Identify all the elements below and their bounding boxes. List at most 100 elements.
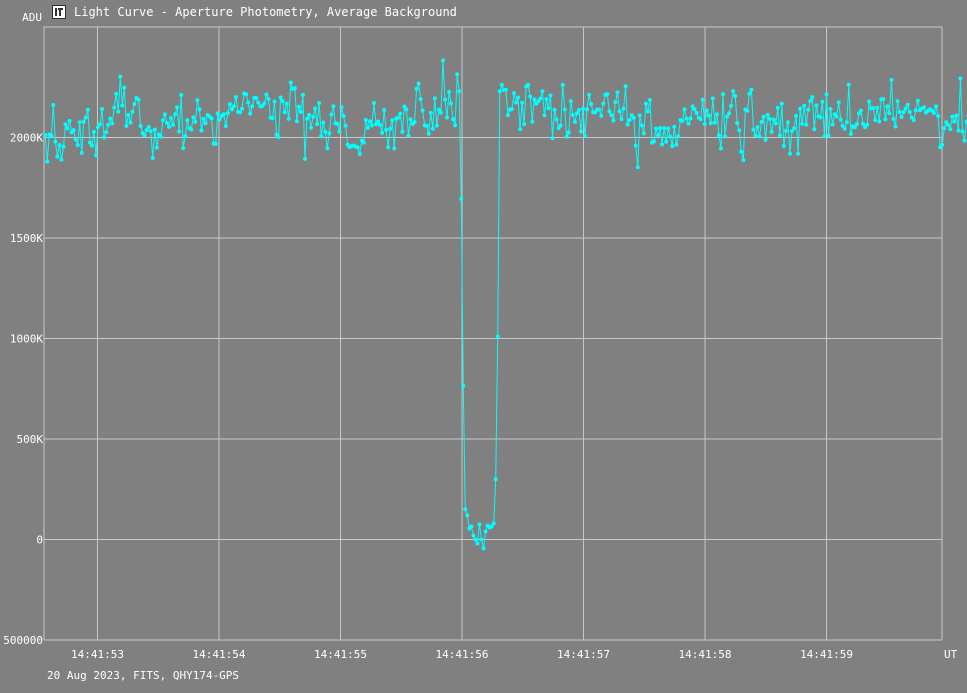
data-point (913, 108, 918, 113)
data-point (152, 127, 157, 132)
x-tick-label: 14:41:58 (679, 648, 732, 661)
data-point (201, 116, 206, 121)
data-point (854, 122, 859, 127)
data-point (804, 122, 809, 127)
data-point (191, 115, 196, 120)
data-point (727, 111, 732, 116)
data-point (617, 109, 622, 114)
data-point (580, 106, 585, 111)
data-point (708, 121, 713, 126)
data-point (607, 109, 612, 114)
data-point (183, 134, 188, 139)
data-point (167, 124, 171, 129)
x-tick-label: 14:41:59 (800, 648, 853, 661)
data-point (623, 84, 628, 89)
data-point (597, 107, 602, 112)
data-point (739, 149, 744, 154)
data-point (122, 85, 127, 90)
data-point (481, 546, 486, 551)
data-point (483, 529, 488, 534)
data-point (800, 121, 805, 126)
data-point (875, 105, 880, 110)
data-point (956, 128, 961, 133)
data-point (964, 119, 967, 124)
data-point (532, 97, 537, 102)
data-point (120, 103, 125, 108)
data-point (530, 119, 535, 124)
data-point (361, 140, 366, 145)
data-point (451, 117, 456, 122)
data-point (396, 115, 401, 120)
data-point (576, 108, 581, 113)
data-point (457, 89, 462, 94)
data-point (946, 123, 951, 128)
data-point (85, 107, 90, 112)
data-point (589, 101, 594, 106)
data-point (702, 122, 707, 127)
data-point (373, 122, 378, 127)
data-point (572, 119, 577, 124)
data-point (77, 120, 82, 125)
data-point (158, 134, 163, 139)
data-point (75, 143, 80, 148)
data-point (221, 112, 226, 117)
footer-caption: 20 Aug 2023, FITS, QHY174-GPS (47, 669, 240, 682)
data-point (307, 112, 312, 117)
data-point (79, 150, 84, 155)
data-point (960, 129, 965, 134)
data-point (781, 143, 786, 148)
data-point (248, 111, 253, 116)
data-point (962, 138, 967, 143)
data-point (382, 108, 387, 113)
data-point (229, 107, 234, 112)
data-point (367, 119, 372, 124)
data-point (593, 110, 598, 115)
data-point (568, 99, 573, 104)
data-point (548, 93, 553, 98)
data-point (124, 123, 129, 128)
data-point (562, 107, 567, 112)
data-point (493, 477, 498, 482)
data-point (169, 116, 174, 121)
data-point (692, 107, 697, 112)
data-point (668, 134, 673, 139)
data-point (461, 383, 466, 388)
data-point (365, 125, 370, 130)
data-point (118, 74, 123, 79)
data-point (950, 114, 955, 119)
data-point (284, 101, 289, 106)
data-point (526, 82, 531, 87)
data-point (100, 107, 105, 111)
series-light-curve (43, 58, 967, 551)
data-point (814, 103, 819, 108)
data-point (416, 81, 421, 86)
data-point (136, 97, 141, 102)
data-point (329, 112, 334, 117)
data-point (278, 95, 283, 100)
data-point (130, 109, 135, 114)
data-point (895, 99, 900, 104)
data-point (256, 100, 261, 105)
data-point (682, 107, 687, 112)
data-point (91, 129, 96, 134)
data-point (142, 133, 147, 138)
data-point (637, 113, 642, 118)
data-point (560, 82, 565, 87)
data-point (810, 95, 815, 100)
data-point (871, 106, 876, 110)
data-point (546, 106, 551, 111)
data-point (625, 122, 630, 127)
light-curve-app-icon[interactable] (52, 5, 66, 19)
data-point (189, 127, 194, 132)
data-point (907, 109, 912, 114)
data-point (852, 125, 857, 130)
data-point (787, 151, 792, 156)
data-point (246, 100, 251, 105)
data-point (763, 137, 768, 142)
data-point (942, 126, 947, 131)
x-tick-label: 14:41:55 (314, 648, 367, 661)
data-point (386, 145, 391, 150)
data-point (477, 522, 482, 527)
data-point (327, 131, 332, 136)
data-point (783, 128, 788, 133)
